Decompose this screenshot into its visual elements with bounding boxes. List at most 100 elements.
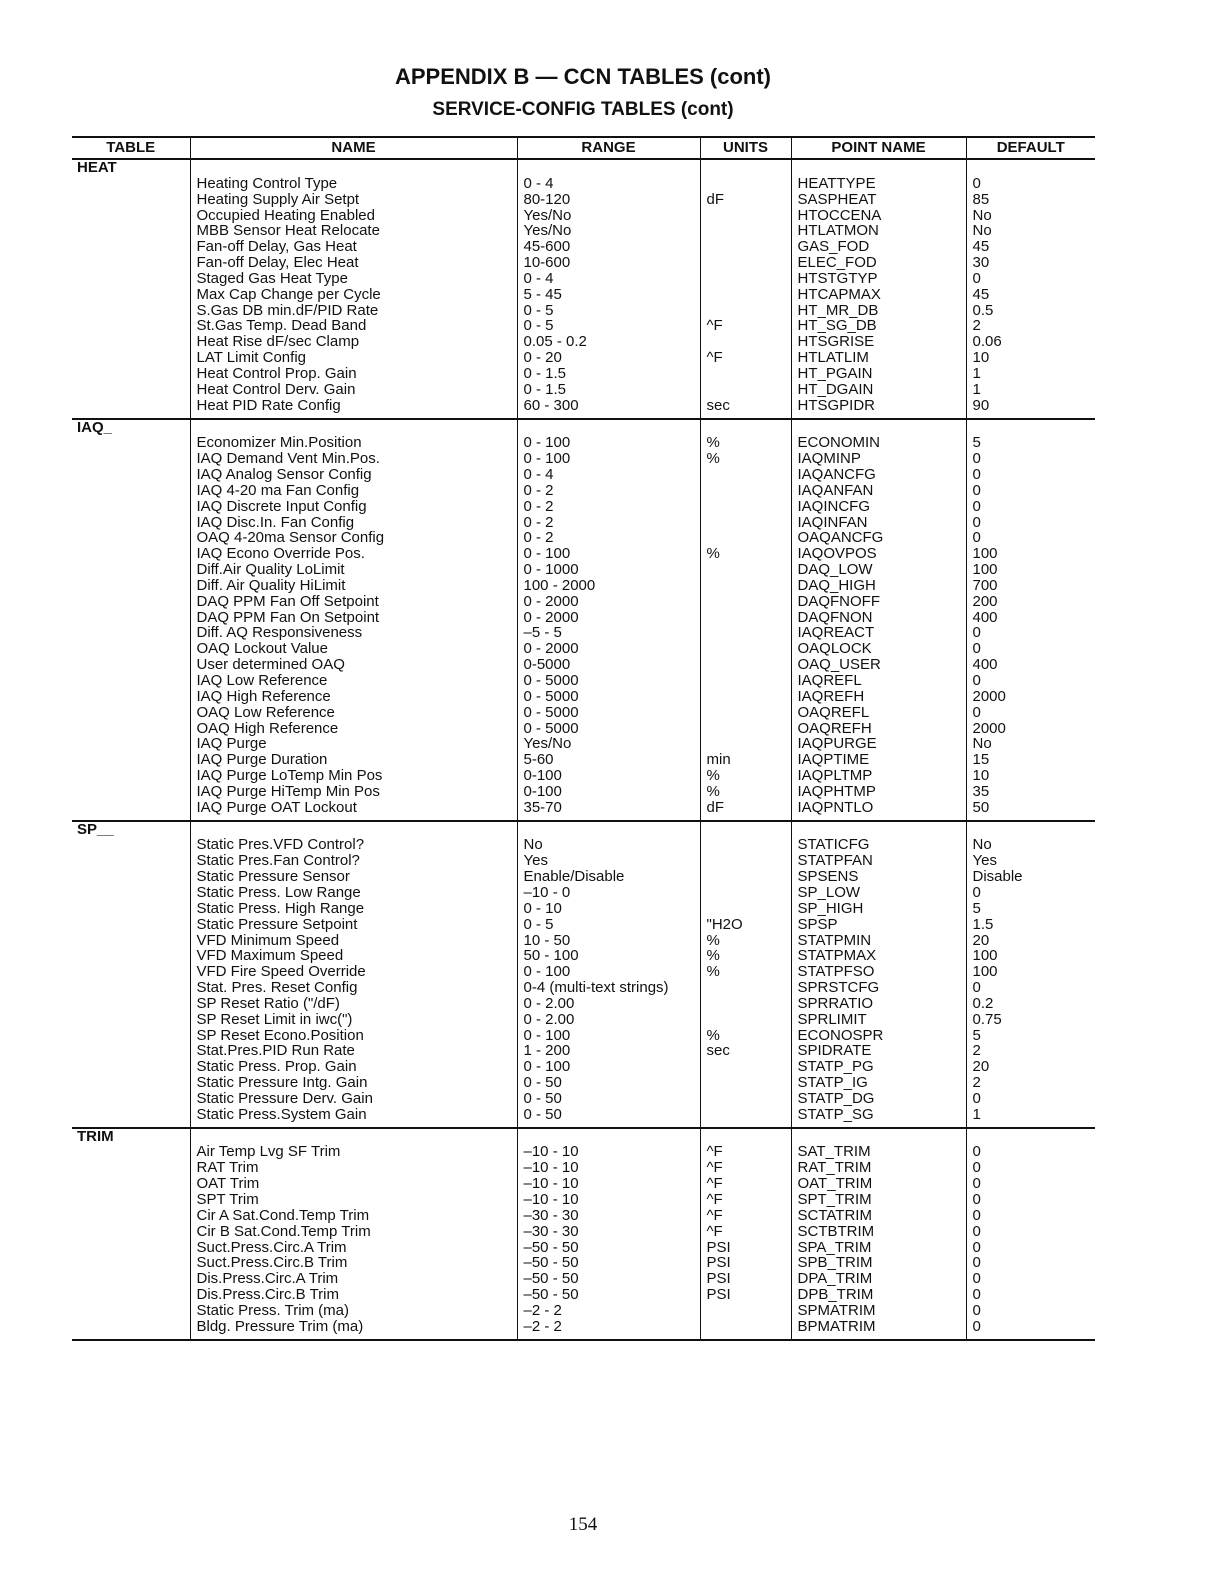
cell-range: 0 - 100	[523, 1026, 571, 1044]
cell-range: 0 - 2	[523, 529, 554, 547]
cell-default: 5	[972, 1026, 981, 1044]
cell-range: Yes	[523, 852, 548, 870]
cell-units	[707, 223, 791, 239]
cell-name: Max Cap Change per Cycle	[196, 285, 381, 303]
cell-range: 0 - 2	[523, 497, 554, 515]
cell-point-name: STATP_PG	[797, 1058, 874, 1076]
cell-range: 0 - 50	[523, 1074, 562, 1092]
col-header-point-name: POINT NAME	[790, 136, 966, 160]
cell-name: OAQ Low Reference	[196, 703, 335, 721]
cell-range: 0 - 100	[523, 450, 571, 468]
cell-name: Bldg. Pressure Trim (ma)	[196, 1317, 364, 1335]
column-name: Static Pres.VFD Control? Static Pres.Fan …	[189, 820, 517, 1129]
cell-range: 0 - 5	[523, 317, 554, 335]
cell-point-name: IAQPTIME	[797, 751, 870, 769]
cell-units	[707, 562, 791, 578]
cell-name: Occupied Heating Enabled	[196, 206, 375, 224]
column-units: ^F ^F ^F ^F ^F ^F PSI PSI PSI PSI	[699, 1127, 791, 1341]
cell-range: 0 - 5000	[523, 687, 579, 705]
cell-range: 0 - 20	[523, 349, 562, 367]
cell-units: %	[706, 450, 720, 468]
cell-point-name: ELEC_FOD	[797, 254, 877, 272]
cell-name: Dis.Press.Circ.B Trim	[196, 1286, 340, 1304]
cell-point-name: HT_MR_DB	[797, 301, 879, 319]
section-label: TRIM	[72, 1127, 190, 1341]
cell-units: PSI	[706, 1270, 731, 1288]
cell-name: IAQ Disc.In. Fan Config	[196, 513, 355, 531]
cell-name: Static Pres.VFD Control?	[196, 836, 365, 854]
cell-point-name: IAQREFH	[797, 687, 865, 705]
cell-point-name: STATICFG	[797, 836, 870, 854]
cell-point-name: IAQINFAN	[797, 513, 868, 531]
cell-range: –10 - 10	[523, 1175, 579, 1193]
cell-default: 0	[972, 1301, 981, 1319]
table-section-sp: SP__ Static Pres.VFD Control? Static Pres.…	[72, 820, 1095, 1129]
col-header-default: DEFAULT	[965, 136, 1095, 160]
cell-point-name: ECONOSPR	[797, 1026, 884, 1044]
cell-point-name: OAQLOCK	[797, 640, 872, 658]
cell-range: 0 - 5000	[523, 703, 579, 721]
cell-point-name: OAT_TRIM	[797, 1175, 873, 1193]
cell-name: VFD Fire Speed Override	[196, 963, 366, 981]
cell-default: No	[972, 206, 992, 224]
cell-range: 0 - 2000	[523, 608, 579, 626]
cell-point-name: STATP_SG	[797, 1105, 874, 1123]
cell-point-name: IAQPHTMP	[797, 782, 876, 800]
cell-default: 0.2	[972, 994, 994, 1012]
table-section-trim: TRIM Air Temp Lvg SF Trim RAT Trim OAT Trim…	[72, 1127, 1095, 1341]
cell-range: 0 - 50	[523, 1105, 562, 1123]
cell-default: 0	[972, 269, 981, 287]
cell-range: 80-120	[523, 190, 571, 208]
cell-default: 0	[972, 1089, 981, 1107]
column-name: Air Temp Lvg SF Trim RAT Trim OAT Trim SPT …	[189, 1127, 517, 1341]
cell-default: 0	[972, 703, 981, 721]
cell-point-name: HTOCCENA	[797, 206, 882, 224]
cell-point-name: STATPMIN	[797, 931, 872, 949]
cell-units: ^F	[706, 317, 723, 335]
cell-units: ^F	[706, 1191, 723, 1208]
cell-name: IAQ Purge OAT Lockout	[196, 798, 357, 816]
col-header-range: RANGE	[516, 136, 700, 160]
cell-point-name: IAQANFAN	[797, 481, 874, 499]
cell-units: %	[706, 782, 720, 800]
cell-default: 10	[972, 349, 990, 367]
cell-units	[707, 705, 791, 721]
cell-range: 0-5000	[523, 656, 571, 674]
cell-name: Static Pressure Setpoint	[196, 915, 358, 933]
cell-name: Air Temp Lvg SF Trim	[196, 1143, 341, 1161]
column-name: Economizer Min.Position IAQ Demand Vent M…	[189, 418, 517, 822]
cell-range: 0 - 2	[523, 481, 554, 499]
cell-default: 0	[972, 979, 981, 997]
cell-range: –5 - 5	[523, 624, 562, 642]
cell-name: Heat Control Derv. Gain	[196, 380, 356, 398]
cell-units	[707, 255, 791, 271]
cell-default: 45	[972, 238, 990, 256]
cell-default: 0	[972, 1270, 981, 1288]
cell-name: Static Pressure Sensor	[196, 868, 350, 886]
cell-point-name: SASPHEAT	[797, 190, 877, 208]
cell-range: 0 - 4	[523, 174, 554, 192]
cell-units	[707, 610, 791, 626]
cell-name: MBB Sensor Heat Relocate	[196, 222, 380, 240]
column-point-name: ECONOMIN IAQMINP IAQANCFG IAQANFAN IAQINCFG I…	[790, 418, 966, 822]
cell-units	[707, 641, 791, 657]
cell-units	[707, 515, 791, 531]
cell-units: %	[706, 963, 720, 981]
column-default: 5 0 0 0 0 0 0 100 100 700 200 400 0 0 400 0 2000 0 2000 No 1…	[965, 418, 1095, 822]
cell-range: 0 - 2000	[523, 592, 579, 610]
cell-default: 400	[972, 608, 998, 626]
table-section-heat: HEAT Heating Control Type Heating Supply A…	[72, 159, 1095, 420]
cell-point-name: HTCAPMAX	[797, 285, 881, 303]
cell-name: SP Reset Limit in iwc(")	[196, 1010, 353, 1028]
cell-point-name: IAQANCFG	[797, 466, 876, 484]
cell-range: –10 - 0	[523, 883, 571, 901]
cell-default: 0	[972, 513, 981, 531]
cell-default: Disable	[972, 868, 1023, 886]
cell-default: 0	[972, 640, 981, 658]
cell-units	[707, 625, 791, 641]
cell-default: 2000	[972, 687, 1006, 705]
cell-default: 90	[972, 396, 990, 414]
cell-name: SPT Trim	[196, 1191, 259, 1208]
cell-name: Dis.Press.Circ.A Trim	[196, 1270, 339, 1288]
